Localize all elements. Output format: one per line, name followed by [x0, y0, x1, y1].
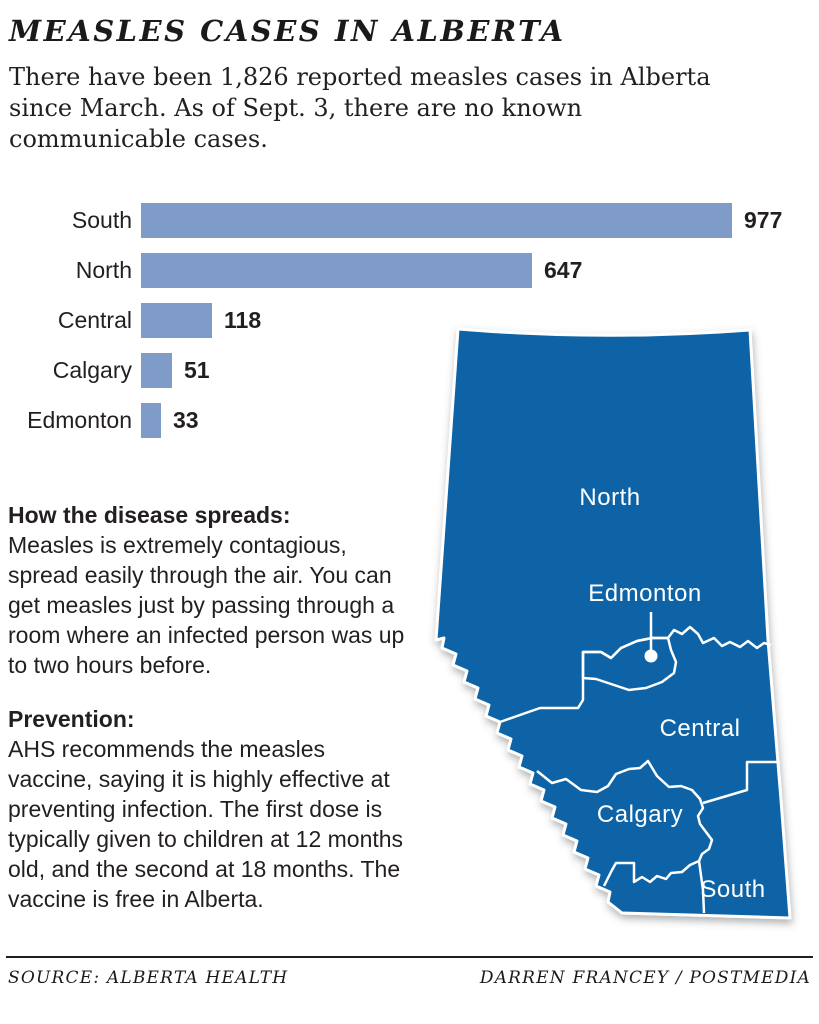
bar: [141, 352, 172, 388]
zone-boundary-calgary: [536, 759, 714, 887]
bar-row: Edmonton 33: [0, 395, 810, 445]
bar-row: South 977: [0, 195, 810, 245]
footer: SOURCE: ALBERTA HEALTH DARREN FRANCEY / …: [8, 968, 811, 988]
bar-value: 51: [184, 356, 210, 383]
zone-boundary-south-west: [697, 860, 706, 914]
source-credit: SOURCE: ALBERTA HEALTH: [8, 968, 289, 988]
map-label-south: South: [700, 876, 765, 903]
map-label-calgary: Calgary: [597, 801, 683, 828]
alberta-outline: [434, 327, 792, 920]
bar: [141, 402, 161, 438]
bar-value: 977: [744, 206, 783, 233]
zone-boundary-central-south: [702, 760, 780, 805]
section-body: Measles is extremely contagious, spread …: [8, 532, 405, 678]
footer-rule: [6, 956, 813, 958]
section-heading: Prevention:: [8, 706, 135, 732]
info-sections: How the disease spreads: Measles is extr…: [8, 500, 410, 938]
alberta-map: North Edmonton Central Calgary South: [408, 296, 808, 944]
page-title: MEASLES CASES IN ALBERTA: [9, 14, 566, 48]
edmonton-zone-boundary: [581, 636, 678, 692]
bar-value: 33: [173, 406, 199, 433]
deck-text: There have been 1,826 reported measles c…: [9, 63, 711, 153]
alberta-map-svg: North Edmonton Central Calgary South: [434, 327, 792, 920]
bar-label: North: [75, 256, 132, 283]
section-heading: How the disease spreads:: [8, 502, 291, 528]
author-credit: DARREN FRANCEY / POSTMEDIA: [479, 968, 811, 988]
bar: [141, 302, 212, 338]
bar: [141, 252, 532, 288]
bar-label: Central: [57, 306, 132, 333]
map-label-edmonton: Edmonton: [588, 580, 701, 607]
map-label-north: North: [579, 484, 640, 511]
bar-value: 118: [224, 306, 262, 333]
bar: [141, 202, 732, 238]
cases-bar-chart: South 977 North 647 Central 118 Calgary …: [0, 195, 810, 445]
bar-value: 647: [544, 256, 583, 283]
bar-label: Calgary: [52, 356, 132, 383]
section-body: AHS recommends the measles vaccine, sayi…: [8, 736, 404, 912]
bar-row: Calgary 51: [0, 345, 810, 395]
info-section: Prevention: AHS recommends the measles v…: [8, 704, 410, 914]
info-section: How the disease spreads: Measles is extr…: [8, 500, 410, 680]
bar-label: South: [71, 206, 132, 233]
bar-row: North 647: [0, 245, 810, 295]
bar-row: Central 118: [0, 295, 810, 345]
edmonton-marker-dot: [644, 649, 658, 663]
map-label-central: Central: [660, 715, 741, 742]
bar-label: Edmonton: [27, 406, 132, 433]
